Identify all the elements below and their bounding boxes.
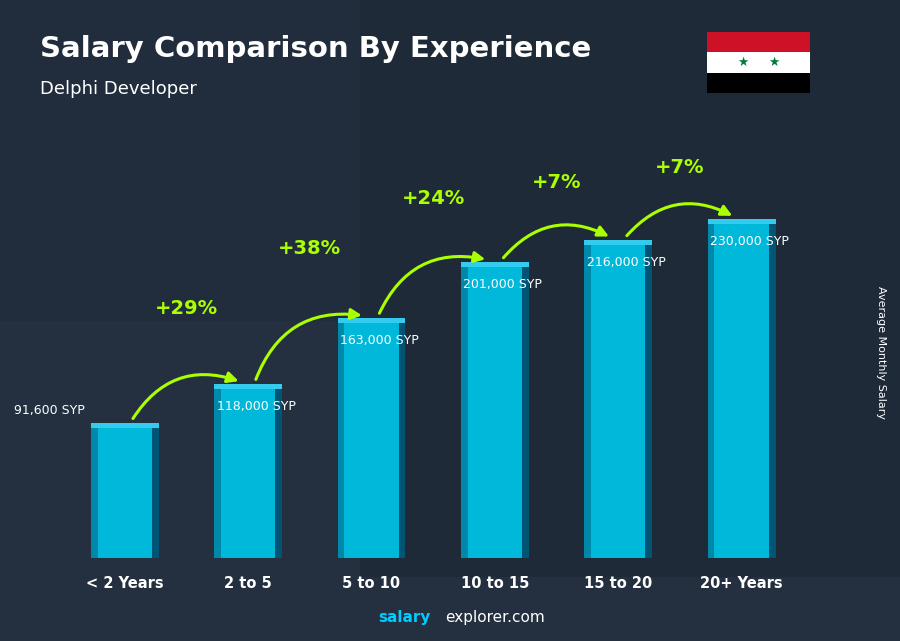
Bar <box>275 384 282 558</box>
Text: 15 to 20: 15 to 20 <box>584 576 652 590</box>
Bar <box>707 219 776 558</box>
Bar <box>707 219 776 224</box>
Bar <box>461 262 529 267</box>
Text: 230,000 SYP: 230,000 SYP <box>710 235 789 248</box>
Bar <box>399 318 405 558</box>
Bar <box>707 219 715 558</box>
Text: 201,000 SYP: 201,000 SYP <box>464 278 543 291</box>
Text: +29%: +29% <box>155 299 218 319</box>
Bar <box>706 32 810 53</box>
Bar <box>91 423 158 428</box>
Bar <box>584 240 652 244</box>
Bar <box>338 318 345 558</box>
Text: 10 to 15: 10 to 15 <box>461 576 529 590</box>
Text: < 2 Years: < 2 Years <box>86 576 164 590</box>
Text: 5 to 10: 5 to 10 <box>342 576 400 590</box>
Bar <box>338 318 405 558</box>
Text: salary: salary <box>378 610 430 625</box>
Bar <box>584 240 652 558</box>
Bar <box>91 423 158 558</box>
Bar <box>214 384 282 558</box>
Bar <box>645 240 652 558</box>
Bar <box>360 0 900 577</box>
Text: ★: ★ <box>768 56 779 69</box>
Text: Salary Comparison By Experience: Salary Comparison By Experience <box>40 35 592 63</box>
Text: 163,000 SYP: 163,000 SYP <box>340 334 418 347</box>
Bar <box>214 384 282 388</box>
Bar <box>522 262 529 558</box>
Text: +24%: +24% <box>401 189 464 208</box>
Text: 91,600 SYP: 91,600 SYP <box>14 404 85 417</box>
Bar <box>584 240 591 558</box>
Text: ★: ★ <box>737 56 749 69</box>
Bar <box>706 72 810 93</box>
Text: +7%: +7% <box>532 173 581 192</box>
Bar <box>0 0 450 320</box>
Bar <box>214 384 220 558</box>
Text: +38%: +38% <box>278 239 341 258</box>
Text: 20+ Years: 20+ Years <box>700 576 783 590</box>
Text: 216,000 SYP: 216,000 SYP <box>587 256 665 269</box>
Text: 2 to 5: 2 to 5 <box>224 576 272 590</box>
Bar <box>91 423 97 558</box>
Text: Delphi Developer: Delphi Developer <box>40 80 197 98</box>
Text: +7%: +7% <box>655 158 705 178</box>
Bar <box>461 262 529 558</box>
Bar <box>706 53 810 72</box>
Bar <box>461 262 468 558</box>
Text: Average Monthly Salary: Average Monthly Salary <box>877 286 886 419</box>
Text: 118,000 SYP: 118,000 SYP <box>217 400 295 413</box>
Bar <box>338 318 405 322</box>
Text: explorer.com: explorer.com <box>446 610 545 625</box>
Bar <box>152 423 158 558</box>
Bar <box>769 219 776 558</box>
